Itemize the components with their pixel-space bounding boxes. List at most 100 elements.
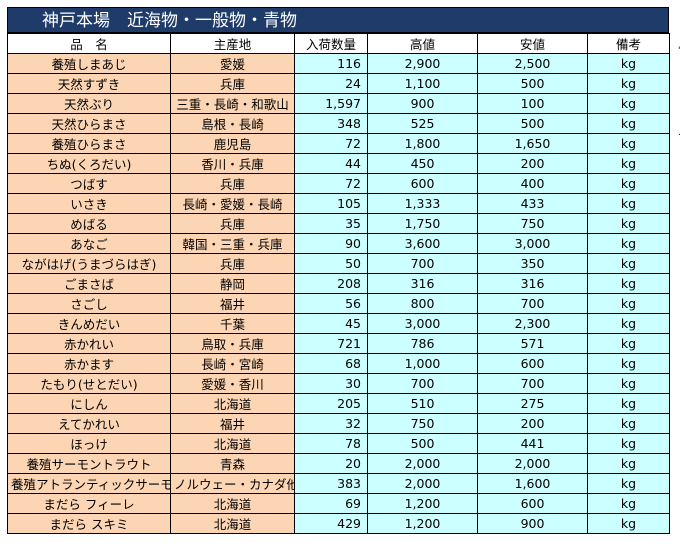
cell-high-price: 1,800 xyxy=(367,133,478,154)
cell-quantity: 32 xyxy=(294,413,368,434)
cell-origin: 北海道 xyxy=(170,493,295,514)
price-table: 品 名 主産地 入荷数量 高値 安値 備考 養殖しまあじ 愛媛 116 2,900 2,… xyxy=(7,33,670,534)
cell-origin: ノルウェー・カナダ他 xyxy=(170,473,295,494)
table-row: まだら スキミ 北海道 429 1,200 900 kg xyxy=(7,513,670,534)
cell-low-price: 700 xyxy=(477,293,588,314)
cell-origin: 北海道 xyxy=(170,433,295,454)
cell-origin: 愛媛 xyxy=(170,53,295,74)
cell-unit: kg xyxy=(587,413,670,434)
table-row: 赤かれい 鳥取・兵庫 721 786 571 kg xyxy=(7,333,670,354)
side-mark: ' xyxy=(678,46,681,56)
cell-quantity: 208 xyxy=(294,273,368,294)
cell-low-price: 100 xyxy=(477,93,588,114)
header-name: 品 名 xyxy=(7,33,171,54)
cell-origin: 千葉 xyxy=(170,313,295,334)
cell-high-price: 600 xyxy=(367,173,478,194)
cell-origin: 香川・兵庫 xyxy=(170,153,295,174)
table-row: たもり(せとだい) 愛媛・香川 30 700 700 kg xyxy=(7,373,670,394)
cell-high-price: 1,200 xyxy=(367,513,478,534)
header-high-price: 高値 xyxy=(367,33,478,54)
cell-origin: 福井 xyxy=(170,413,295,434)
cell-high-price: 1,333 xyxy=(367,193,478,214)
cell-unit: kg xyxy=(587,213,670,234)
table-row: えてかれい 福井 32 750 200 kg xyxy=(7,413,670,434)
cell-quantity: 56 xyxy=(294,293,368,314)
cell-unit: kg xyxy=(587,393,670,414)
cell-unit: kg xyxy=(587,153,670,174)
table-row: 天然ひらまさ 島根・長崎 348 525 500 kg xyxy=(7,113,670,134)
cell-name: えてかれい xyxy=(7,413,171,434)
cell-high-price: 3,000 xyxy=(367,313,478,334)
cell-low-price: 441 xyxy=(477,433,588,454)
cell-high-price: 2,900 xyxy=(367,53,478,74)
table-row: ごまさば 静岡 208 316 316 kg xyxy=(7,273,670,294)
cell-name: 養殖サーモントラウト xyxy=(7,453,171,474)
cell-origin: 鳥取・兵庫 xyxy=(170,333,295,354)
cell-high-price: 3,600 xyxy=(367,233,478,254)
cell-quantity: 20 xyxy=(294,453,368,474)
cell-origin: 三重・長崎・和歌山 xyxy=(170,93,295,114)
cell-high-price: 525 xyxy=(367,113,478,134)
cell-high-price: 700 xyxy=(367,373,478,394)
cell-low-price: 600 xyxy=(477,353,588,374)
cell-quantity: 116 xyxy=(294,53,368,74)
cell-high-price: 510 xyxy=(367,393,478,414)
cell-unit: kg xyxy=(587,373,670,394)
cell-quantity: 72 xyxy=(294,133,368,154)
cell-unit: kg xyxy=(587,233,670,254)
cell-low-price: 500 xyxy=(477,113,588,134)
cell-name: きんめだい xyxy=(7,313,171,334)
cell-unit: kg xyxy=(587,73,670,94)
header-low-price: 安値 xyxy=(477,33,588,54)
cell-high-price: 2,000 xyxy=(367,473,478,494)
cell-low-price: 2,000 xyxy=(477,453,588,474)
cell-low-price: 571 xyxy=(477,333,588,354)
cell-origin: 兵庫 xyxy=(170,73,295,94)
cell-unit: kg xyxy=(587,453,670,474)
sheet-title: 神戸本場 近海物・一般物・青物 xyxy=(7,7,669,33)
cell-origin: 長崎・愛媛・長崎 xyxy=(170,193,295,214)
cell-high-price: 1,200 xyxy=(367,493,478,514)
table-row: 養殖ひらまさ 鹿児島 72 1,800 1,650 kg xyxy=(7,133,670,154)
cell-unit: kg xyxy=(587,313,670,334)
cell-unit: kg xyxy=(587,293,670,314)
cell-name: 天然ひらまさ xyxy=(7,113,171,134)
cell-origin: 韓国・三重・兵庫 xyxy=(170,233,295,254)
cell-unit: kg xyxy=(587,193,670,214)
cell-unit: kg xyxy=(587,93,670,114)
table-row: つばす 兵庫 72 600 400 kg xyxy=(7,173,670,194)
cell-name: まだら スキミ xyxy=(7,513,171,534)
cell-quantity: 348 xyxy=(294,113,368,134)
table-row: ながはげ(うまづらはぎ) 兵庫 50 700 350 kg xyxy=(7,253,670,274)
cell-low-price: 200 xyxy=(477,413,588,434)
table-row: いさき 長崎・愛媛・長崎 105 1,333 433 kg xyxy=(7,193,670,214)
cell-high-price: 316 xyxy=(367,273,478,294)
cell-low-price: 275 xyxy=(477,393,588,414)
cell-origin: 鹿児島 xyxy=(170,133,295,154)
cell-low-price: 400 xyxy=(477,173,588,194)
cell-low-price: 433 xyxy=(477,193,588,214)
cell-origin: 青森 xyxy=(170,453,295,474)
cell-high-price: 1,000 xyxy=(367,353,478,374)
cell-quantity: 105 xyxy=(294,193,368,214)
cell-quantity: 45 xyxy=(294,313,368,334)
cell-quantity: 35 xyxy=(294,213,368,234)
cell-unit: kg xyxy=(587,273,670,294)
header-origin: 主産地 xyxy=(170,33,295,54)
cell-low-price: 1,600 xyxy=(477,473,588,494)
cell-low-price: 2,300 xyxy=(477,313,588,334)
cell-origin: 長崎・宮崎 xyxy=(170,353,295,374)
cell-quantity: 68 xyxy=(294,353,368,374)
cell-high-price: 1,750 xyxy=(367,213,478,234)
cell-name: 養殖ひらまさ xyxy=(7,133,171,154)
side-mark: . xyxy=(678,128,681,138)
cell-unit: kg xyxy=(587,333,670,354)
cell-quantity: 30 xyxy=(294,373,368,394)
cell-name: いさき xyxy=(7,193,171,214)
cell-name: あなご xyxy=(7,233,171,254)
cell-name: さごし xyxy=(7,293,171,314)
cell-quantity: 72 xyxy=(294,173,368,194)
cell-origin: 静岡 xyxy=(170,273,295,294)
table-row: 赤かます 長崎・宮崎 68 1,000 600 kg xyxy=(7,353,670,374)
cell-name: ながはげ(うまづらはぎ) xyxy=(7,253,171,274)
